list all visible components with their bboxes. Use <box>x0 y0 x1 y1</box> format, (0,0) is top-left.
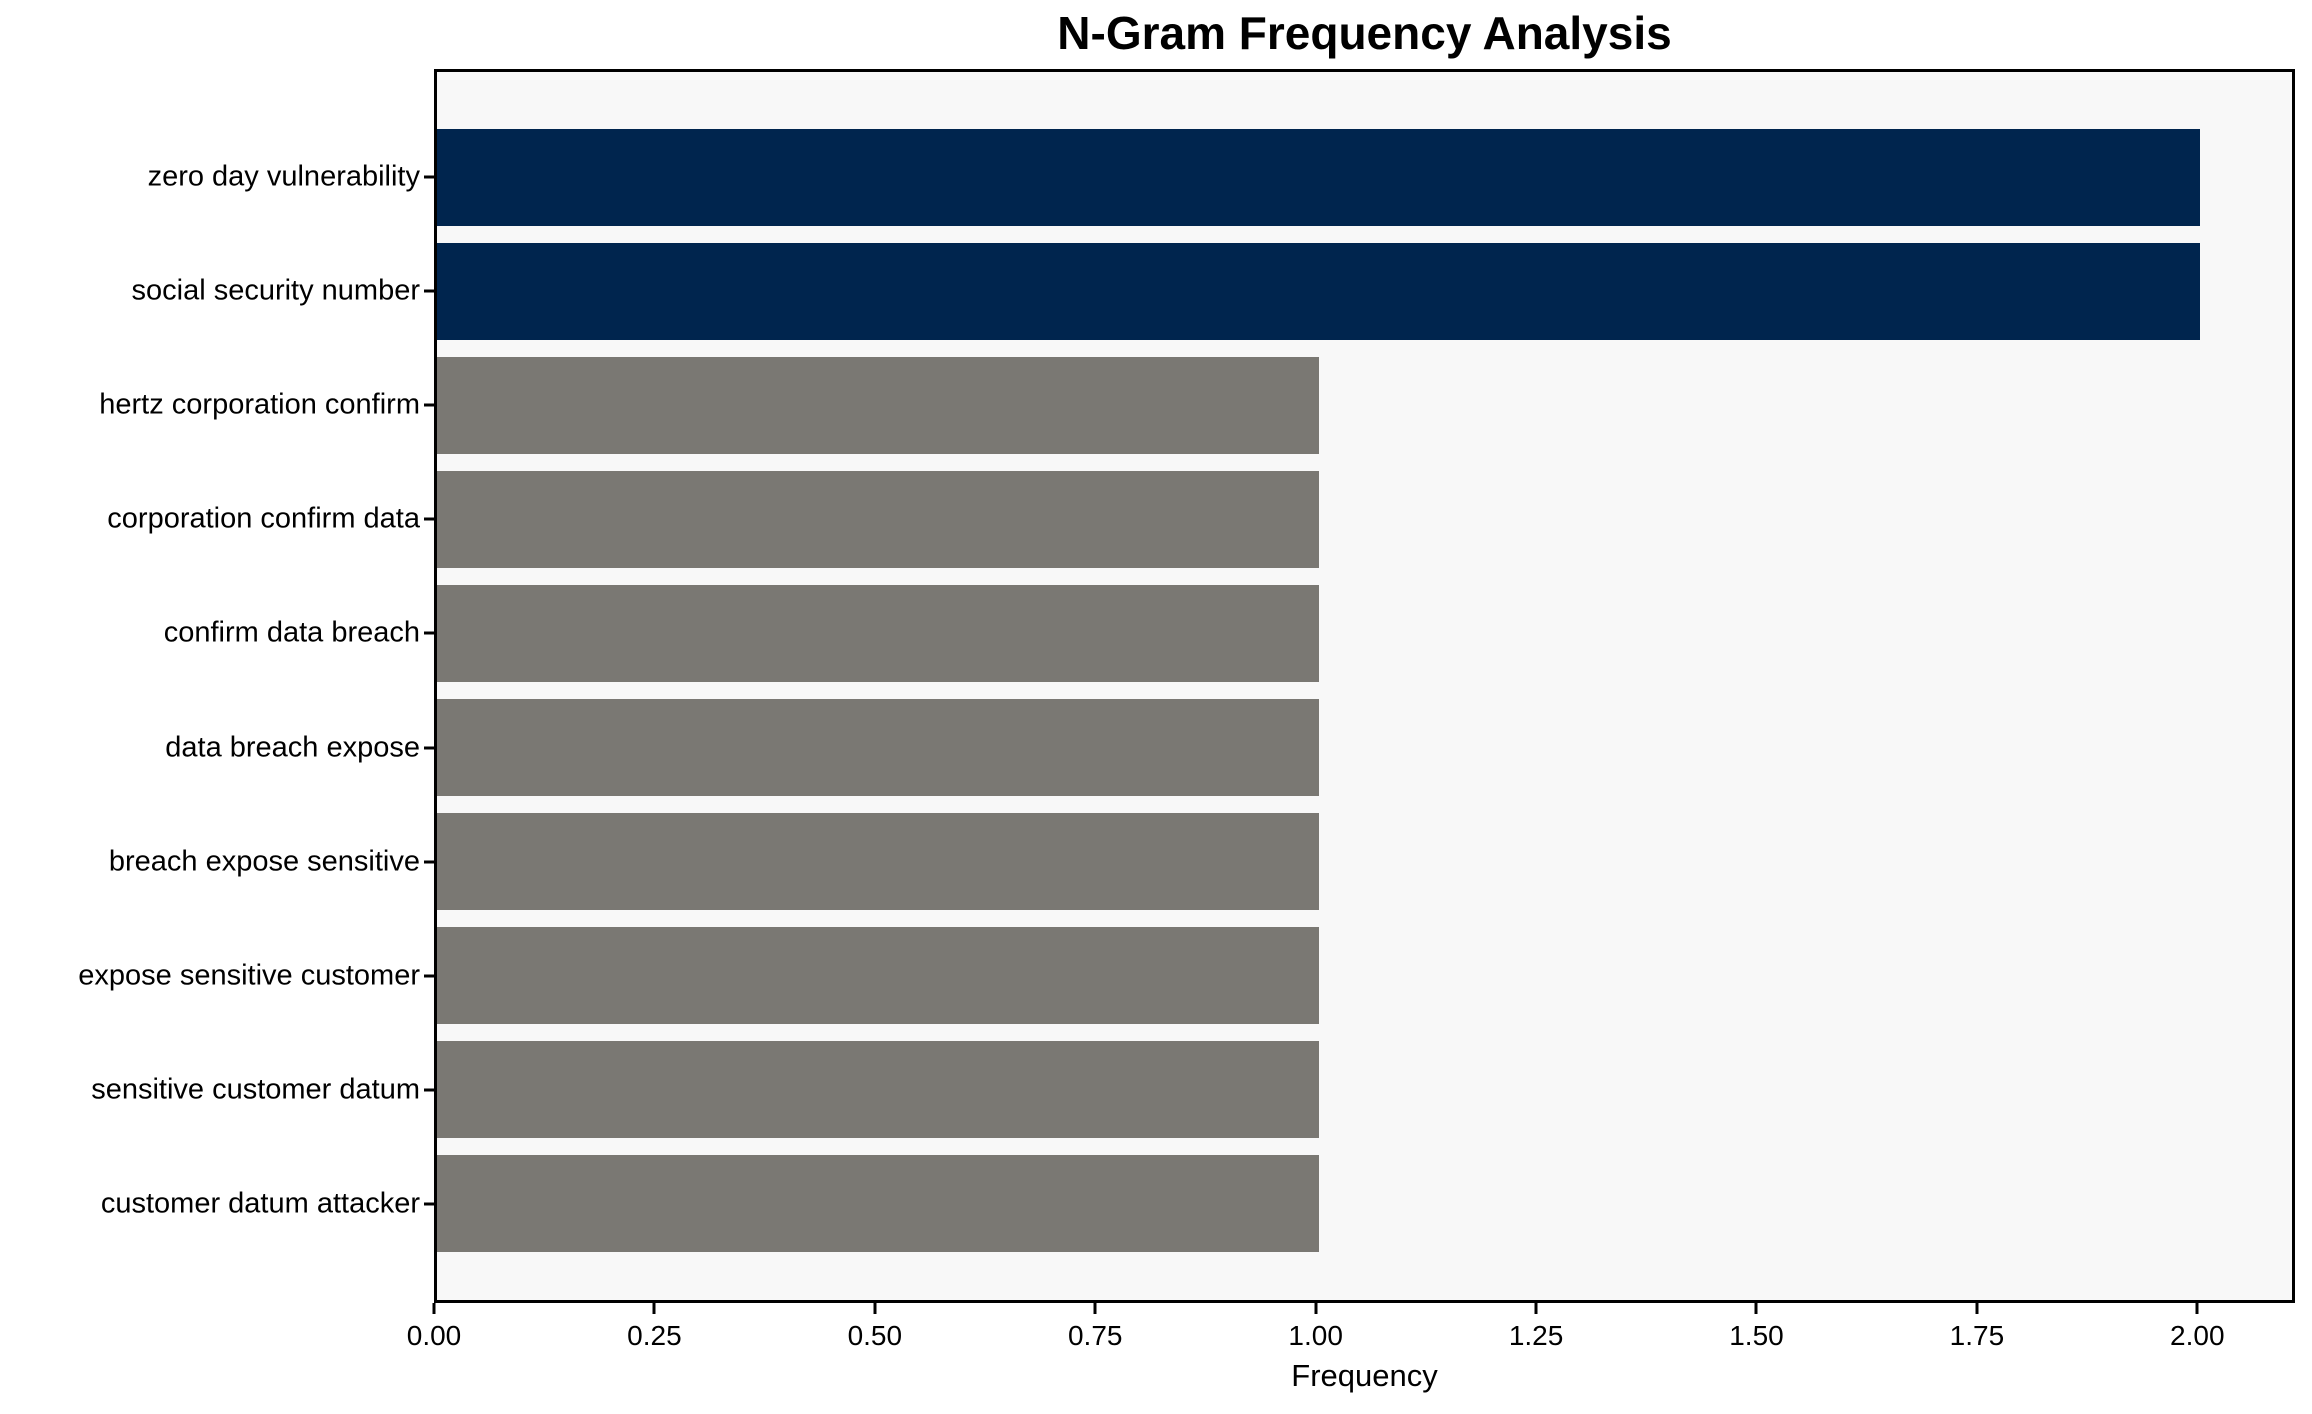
bar-data-breach-expose <box>437 699 1319 796</box>
y-tick-mark <box>424 746 434 749</box>
y-tick-mark <box>424 1088 434 1092</box>
x-tick-mark <box>1093 1303 1097 1314</box>
x-tick-label: 0.25 <box>627 1320 682 1351</box>
x-tick-mark <box>1754 1303 1758 1314</box>
x-tick-mark <box>1975 1303 1979 1314</box>
y-tick-mark <box>424 974 434 978</box>
y-tick-label: confirm data breach <box>163 616 420 649</box>
y-tick-mark <box>424 1202 434 1206</box>
x-tick-label: 0.00 <box>406 1320 462 1351</box>
x-tick-label: 0.50 <box>847 1320 903 1351</box>
plot-area <box>434 69 2295 1303</box>
x-tick-label: 2.00 <box>2170 1320 2225 1351</box>
x-tick-label: 1.00 <box>1288 1320 1343 1351</box>
y-tick-mark <box>424 175 434 179</box>
x-tick-label: 1.75 <box>1949 1320 2005 1351</box>
y-tick-label: zero day vulnerability <box>147 160 420 193</box>
y-tick-mark <box>424 403 434 407</box>
y-tick-label: breach expose sensitive <box>108 845 420 878</box>
y-tick-mark <box>424 517 434 521</box>
y-tick-label: social security number <box>131 274 421 307</box>
x-tick-mark <box>1314 1303 1318 1314</box>
x-tick-mark <box>2195 1303 2199 1314</box>
bar-corporation-confirm-data <box>437 470 1319 568</box>
chart-title: N-Gram Frequency Analysis <box>1057 7 1672 59</box>
bar-breach-expose-sensitive <box>437 813 1319 911</box>
y-axis: zero day vulnerability social security nu… <box>0 69 434 1303</box>
bar-expose-sensitive-customer <box>437 927 1319 1025</box>
x-tick-mark <box>432 1303 436 1314</box>
x-axis: 0.00 0.25 0.50 0.75 1.00 1.25 1.50 1.75 2.00 <box>407 1300 2295 1370</box>
bar-zero-day-vulnerability <box>437 128 2201 226</box>
bar-confirm-data-breach <box>437 584 1319 682</box>
bar-sensitive-customer-datum <box>437 1041 1319 1139</box>
bar-hertz-corporation-confirm <box>437 356 1319 454</box>
y-tick-label: expose sensitive customer <box>78 959 420 992</box>
x-tick-mark <box>1534 1303 1538 1314</box>
y-tick-label: corporation confirm data <box>107 502 420 535</box>
x-tick-label: 1.50 <box>1729 1320 1784 1351</box>
y-tick-mark <box>424 631 434 635</box>
y-tick-label: data breach expose <box>165 731 420 763</box>
x-tick-label: 1.25 <box>1508 1320 1564 1351</box>
x-tick-mark <box>873 1303 877 1314</box>
y-tick-mark <box>424 860 434 864</box>
bar-customer-datum-attacker <box>437 1155 1319 1253</box>
y-tick-mark <box>424 289 434 293</box>
x-axis-label: Frequency <box>1291 1358 1438 1393</box>
y-tick-label: hertz corporation confirm <box>99 388 420 421</box>
x-tick-label: 0.75 <box>1067 1320 1123 1351</box>
bar-social-security-number <box>437 242 2201 340</box>
y-tick-label: customer datum attacker <box>100 1187 420 1220</box>
y-tick-label: sensitive customer datum <box>91 1073 420 1106</box>
x-tick-mark <box>652 1303 656 1314</box>
